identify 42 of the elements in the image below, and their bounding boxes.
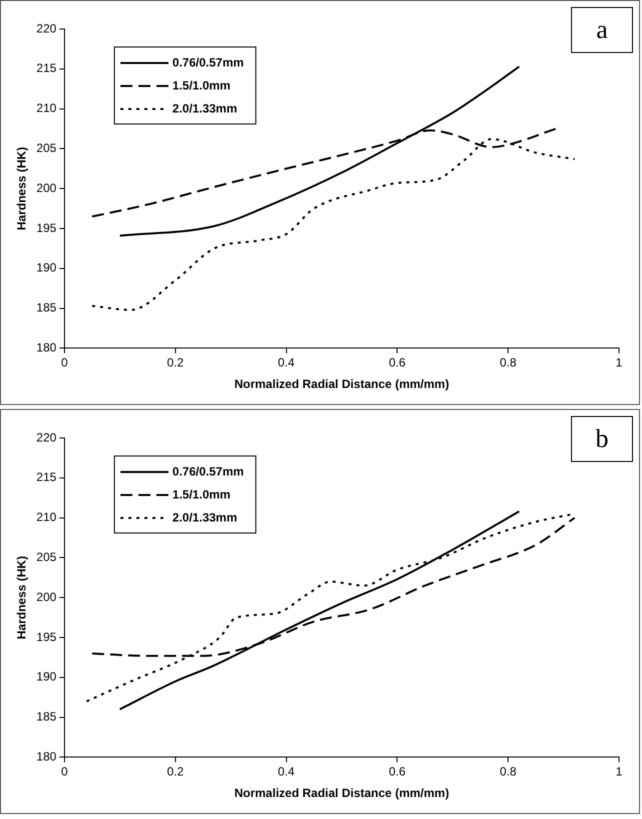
x-tick-label: 0.4 — [278, 764, 295, 779]
y-tick-label: 215 — [36, 470, 57, 484]
y-tick-label: 210 — [36, 101, 57, 116]
y-tick-label: 220 — [36, 21, 57, 36]
y-tick-label: 205 — [36, 141, 57, 156]
y-tick-label: 195 — [36, 220, 57, 235]
y-tick-label: 180 — [36, 750, 57, 764]
y-tick-label: 200 — [36, 590, 57, 604]
y-tick-label: 210 — [36, 510, 57, 524]
legend-label: 1.5/1.0mm — [172, 78, 230, 92]
x-axis-title: Normalized Radial Distance (mm/mm) — [234, 377, 450, 392]
x-tick-label: 0.8 — [500, 356, 517, 370]
legend-label: 2.0/1.33mm — [172, 510, 238, 524]
legend-label: 1.5/1.0mm — [172, 487, 230, 502]
x-axis-title: Normalized Radial Distance (mm/mm) — [234, 786, 450, 800]
x-tick-label: 1 — [616, 764, 623, 779]
y-tick-label: 180 — [36, 340, 57, 355]
y-axis-title: Hardness (HK) — [14, 146, 29, 230]
y-tick-label: 215 — [36, 61, 57, 76]
x-tick-label: 0 — [61, 764, 68, 779]
x-tick-label: 0.6 — [388, 764, 406, 779]
x-tick-label: 0.2 — [166, 764, 184, 779]
legend-label: 0.76/0.57mm — [172, 55, 244, 70]
legend-label: 0.76/0.57mm — [172, 464, 244, 478]
x-tick-label: 0.8 — [500, 764, 517, 779]
chart-title: b — [571, 416, 633, 462]
y-tick-label: 205 — [36, 550, 57, 564]
y-tick-label: 190 — [36, 260, 57, 275]
y-tick-label: 185 — [36, 300, 57, 315]
x-tick-label: 0.4 — [278, 356, 295, 370]
legend-label: 2.0/1.33mm — [172, 101, 238, 116]
y-tick-label: 190 — [36, 670, 57, 684]
y-tick-label: 220 — [36, 430, 57, 444]
x-tick-label: 1 — [616, 356, 623, 370]
chart-title: a — [571, 7, 633, 53]
x-tick-label: 0.2 — [166, 356, 184, 370]
y-tick-label: 185 — [36, 710, 57, 724]
x-tick-label: 0 — [61, 356, 68, 370]
y-tick-label: 200 — [36, 180, 57, 195]
x-tick-label: 0.6 — [388, 356, 406, 370]
y-tick-label: 195 — [36, 630, 57, 644]
y-axis-title: Hardness (HK) — [14, 556, 29, 640]
